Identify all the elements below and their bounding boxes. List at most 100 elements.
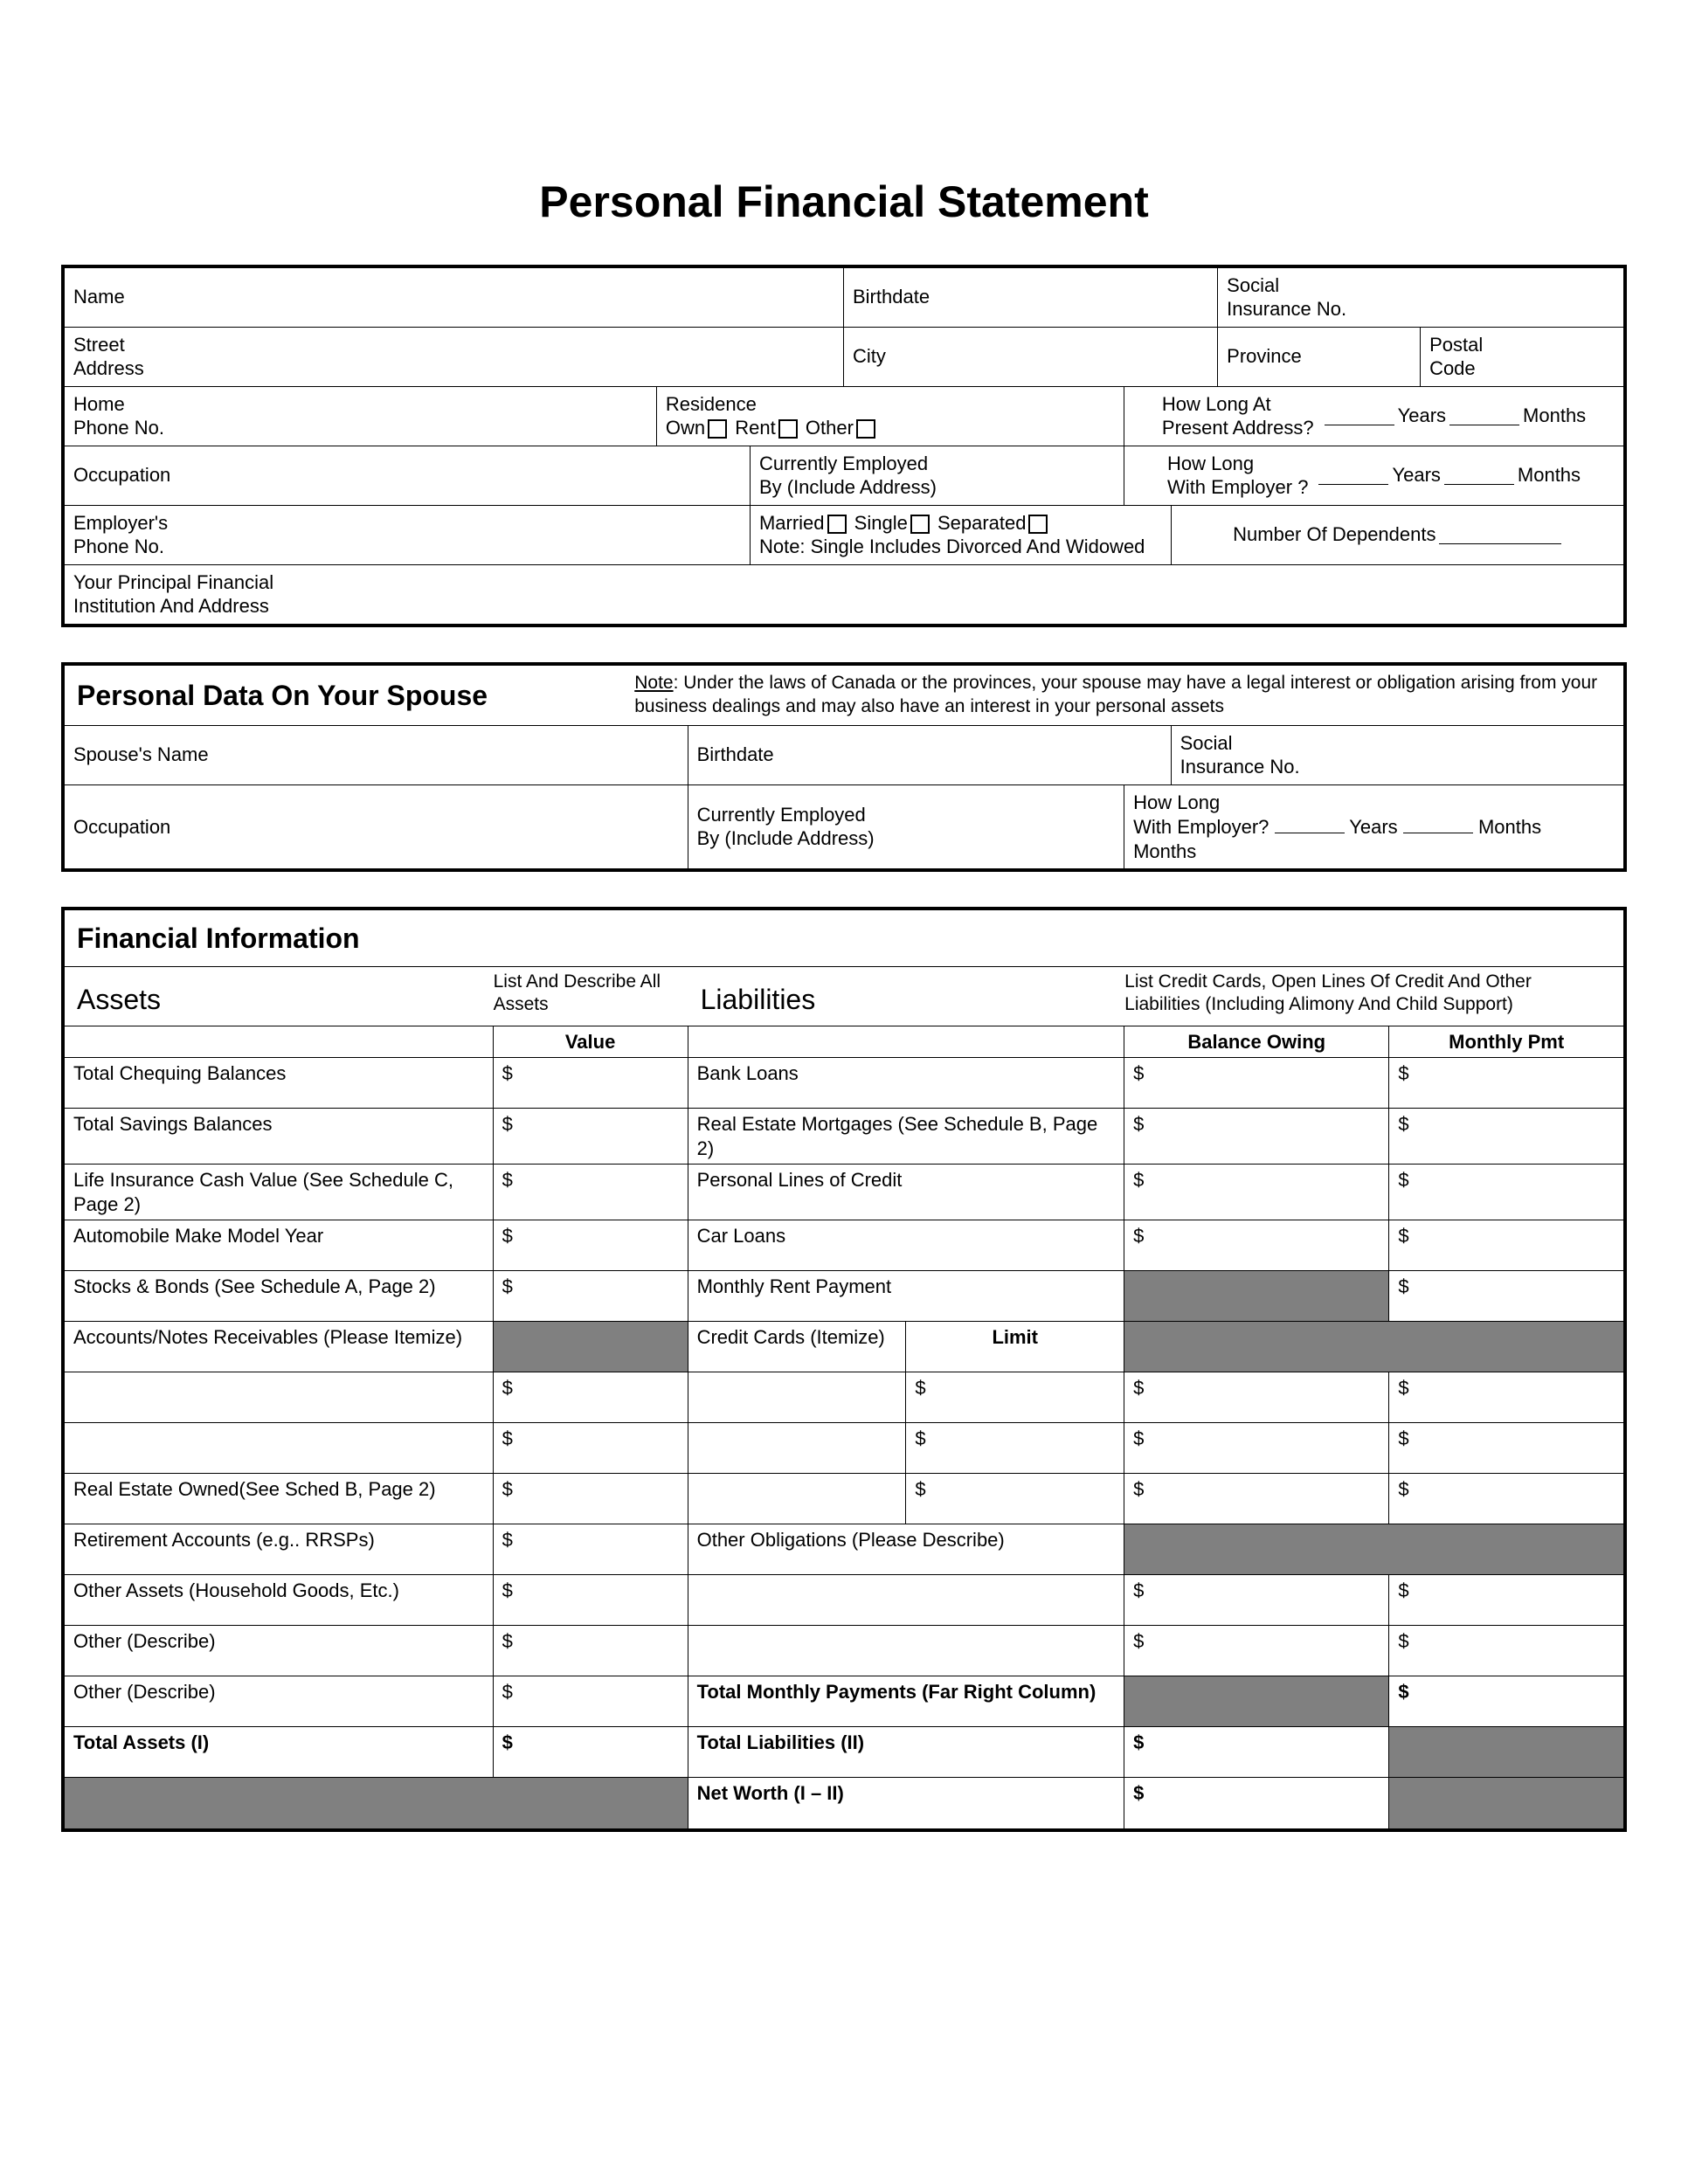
spouse-sin-label-1: Social [1180, 731, 1615, 756]
itemize-asset-label[interactable] [65, 1423, 494, 1473]
other-obligation-input[interactable] [688, 1575, 1125, 1625]
liab-pmt-input[interactable] [1389, 1271, 1623, 1321]
years-label: Years [1398, 404, 1446, 428]
how-long-address-field[interactable]: How Long At Present Address? Years Month… [1124, 387, 1623, 446]
asset-value-input[interactable] [494, 1474, 688, 1524]
spouse-section-title-cell: Personal Data On Your Spouse [65, 666, 626, 725]
home-phone-field[interactable]: Home Phone No. [65, 387, 657, 446]
province-field[interactable]: Province [1218, 328, 1421, 386]
emp-years-blank[interactable] [1318, 466, 1388, 485]
spouse-sin-label-2: Insurance No. [1180, 755, 1615, 779]
current-employer-field[interactable]: Currently Employed By (Include Address) [751, 446, 1124, 505]
asset-value-input[interactable] [494, 1058, 688, 1108]
single-checkbox[interactable] [910, 515, 930, 534]
liab-row-label: Monthly Rent Payment [688, 1271, 1125, 1321]
liab-pmt-input[interactable] [1389, 1372, 1623, 1422]
pmt-header: Monthly Pmt [1389, 1026, 1623, 1058]
married-checkbox[interactable] [827, 515, 847, 534]
dependents-field[interactable]: Number Of Dependents [1172, 506, 1623, 564]
asset-value-input[interactable] [494, 1165, 688, 1220]
spouse-note: Note: Under the laws of Canada or the pr… [634, 672, 1615, 718]
total-monthly-payments-value[interactable] [1389, 1676, 1623, 1726]
city-label: City [853, 344, 1208, 369]
liab-pmt-input[interactable] [1389, 1220, 1623, 1270]
own-checkbox[interactable] [708, 419, 727, 439]
liab-pmt-input[interactable] [1389, 1109, 1623, 1164]
spouse-sin-field[interactable]: Social Insurance No. [1172, 726, 1623, 784]
city-field[interactable]: City [844, 328, 1218, 386]
liab-row-label: Personal Lines of Credit [688, 1165, 1125, 1220]
net-worth-value[interactable] [1124, 1778, 1389, 1828]
liab-balance-input[interactable] [1124, 1423, 1389, 1473]
separated-checkbox[interactable] [1028, 515, 1048, 534]
street-field[interactable]: Street Address [65, 328, 844, 386]
marital-status-field[interactable]: Married Single Separated Note: Single In… [751, 506, 1172, 564]
sin-field[interactable]: Social Insurance No. [1218, 268, 1623, 327]
asset-value-input[interactable] [494, 1626, 688, 1676]
spouse-months-blank[interactable] [1403, 814, 1473, 833]
principal-institution-field[interactable]: Your Principal Financial Institution And… [65, 565, 1623, 624]
liab-pmt-input[interactable] [1389, 1165, 1623, 1220]
liab-pmt-input[interactable] [1389, 1058, 1623, 1108]
employer-phone-field[interactable]: Employer's Phone No. [65, 506, 751, 564]
howlong-label-2: Present Address? [1162, 416, 1314, 440]
credit-card-name-input[interactable] [688, 1474, 907, 1524]
total-liabilities-value[interactable] [1124, 1727, 1389, 1777]
spouse-name-field[interactable]: Spouse's Name [65, 726, 688, 784]
postal-field[interactable]: Postal Code [1421, 328, 1623, 386]
credit-card-limit-input[interactable] [906, 1474, 1124, 1524]
credit-card-name-input[interactable] [688, 1372, 907, 1422]
credit-card-limit-input[interactable] [906, 1423, 1124, 1473]
liabilities-note: List Credit Cards, Open Lines Of Credit … [1124, 971, 1623, 1017]
name-field[interactable]: Name [65, 268, 844, 327]
asset-value-input[interactable] [494, 1524, 688, 1574]
other-obligations-label: Other Obligations (Please Describe) [688, 1524, 1125, 1574]
residence-field[interactable]: Residence Own Rent Other [657, 387, 1124, 446]
asset-value-input[interactable] [494, 1575, 688, 1625]
how-long-employer-field[interactable]: How Long With Employer ? Years Months [1124, 446, 1623, 505]
liab-balance-input[interactable] [1124, 1474, 1389, 1524]
grey-cell [1124, 1676, 1389, 1726]
liab-balance-input[interactable] [1124, 1109, 1389, 1164]
spouse-howlong-field[interactable]: How Long With Employer? Years Months Mon… [1124, 785, 1623, 869]
total-assets-value[interactable] [494, 1727, 688, 1777]
occupation-field[interactable]: Occupation [65, 446, 751, 505]
years-blank[interactable] [1325, 406, 1394, 425]
balance-header: Balance Owing [1124, 1026, 1389, 1058]
liab-balance-input[interactable] [1124, 1372, 1389, 1422]
credit-card-limit-input[interactable] [906, 1372, 1124, 1422]
asset-value-input[interactable] [494, 1676, 688, 1726]
spouse-employer-field[interactable]: Currently Employed By (Include Address) [688, 785, 1125, 869]
liab-balance-input[interactable] [1124, 1058, 1389, 1108]
street-label-1: Street [73, 333, 834, 357]
spouse-birthdate-field[interactable]: Birthdate [688, 726, 1172, 784]
other-obligation-input[interactable] [688, 1626, 1125, 1676]
liab-pmt-input[interactable] [1389, 1575, 1623, 1625]
other-checkbox[interactable] [856, 419, 875, 439]
spouse-emp-label-1: Currently Employed [697, 803, 1116, 827]
asset-value-input[interactable] [494, 1372, 688, 1422]
spouse-years-blank[interactable] [1275, 814, 1345, 833]
itemize-asset-label[interactable] [65, 1372, 494, 1422]
liab-balance-input[interactable] [1124, 1165, 1389, 1220]
liab-balance-input[interactable] [1124, 1575, 1389, 1625]
spouse-occupation-field[interactable]: Occupation [65, 785, 688, 869]
asset-value-input[interactable] [494, 1423, 688, 1473]
rent-checkbox[interactable] [778, 419, 798, 439]
liab-balance-input[interactable] [1124, 1220, 1389, 1270]
spouse-birthdate-label: Birthdate [697, 743, 1162, 767]
dependents-blank[interactable] [1439, 525, 1561, 544]
liabilities-title: Liabilities [688, 982, 1125, 1017]
emp-months-blank[interactable] [1444, 466, 1514, 485]
liab-pmt-input[interactable] [1389, 1626, 1623, 1676]
liab-pmt-input[interactable] [1389, 1474, 1623, 1524]
months-blank[interactable] [1449, 406, 1519, 425]
birthdate-field[interactable]: Birthdate [844, 268, 1218, 327]
liab-pmt-input[interactable] [1389, 1423, 1623, 1473]
asset-value-input[interactable] [494, 1271, 688, 1321]
asset-value-input[interactable] [494, 1220, 688, 1270]
home-phone-label-2: Phone No. [73, 416, 647, 440]
asset-value-input[interactable] [494, 1109, 688, 1164]
liab-balance-input[interactable] [1124, 1626, 1389, 1676]
credit-card-name-input[interactable] [688, 1423, 907, 1473]
